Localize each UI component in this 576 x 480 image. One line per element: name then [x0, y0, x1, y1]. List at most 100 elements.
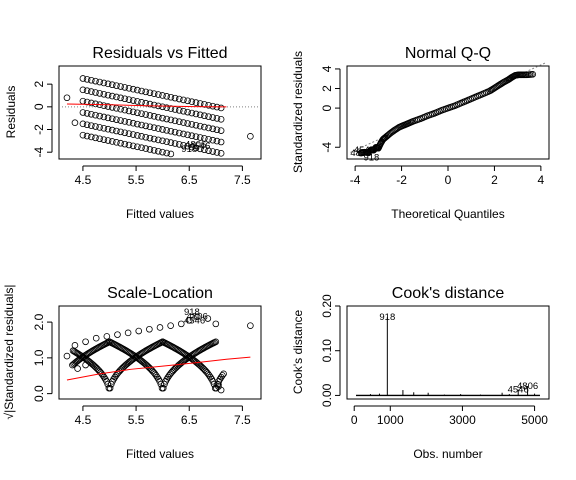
- data-point: [163, 93, 170, 100]
- data-point: [92, 363, 100, 371]
- data-point: [217, 150, 225, 157]
- data-point: [92, 334, 100, 342]
- data-point: [184, 142, 191, 150]
- data-point: [146, 112, 154, 119]
- data-point: [196, 134, 204, 141]
- data-point: [88, 133, 95, 141]
- data-point: [155, 91, 162, 98]
- data-point: [163, 138, 170, 146]
- data-point: [247, 133, 254, 140]
- data-point: [104, 137, 112, 144]
- data-point: [156, 324, 164, 331]
- data-point: [201, 123, 208, 131]
- y-tick-label: 0.20: [320, 294, 334, 318]
- data-point: [201, 135, 208, 142]
- residuals-vs-fitted-axes: 4.5 5.5 6.5 7.5 -4 -2 0 2: [32, 80, 251, 187]
- y-tick-label: -2: [32, 124, 46, 135]
- data-point: [213, 384, 220, 392]
- data-point: [184, 108, 191, 116]
- data-point: [104, 114, 112, 122]
- data-point: [198, 363, 206, 371]
- data-point: [209, 136, 217, 144]
- point-label: 4806: [350, 148, 371, 159]
- point-label: 4806: [517, 381, 538, 392]
- data-point: [118, 365, 126, 372]
- data-point: [205, 124, 212, 132]
- data-point: [83, 110, 91, 117]
- data-point: [117, 366, 125, 373]
- x-tick-label: 0: [351, 413, 358, 427]
- x-tick-label: 0: [445, 173, 452, 187]
- y-tick-label: 0.00: [320, 383, 334, 407]
- point-label: 4546: [184, 315, 205, 326]
- normal-qq-ylabel: Standardized residuals: [291, 51, 305, 173]
- data-point: [92, 111, 99, 119]
- data-point: [171, 365, 179, 372]
- data-point: [142, 133, 150, 141]
- data-point: [108, 126, 116, 134]
- data-point: [247, 322, 254, 329]
- data-point: [180, 107, 187, 115]
- y-tick-label: 4: [320, 65, 334, 72]
- data-point: [192, 110, 200, 118]
- data-point: [96, 78, 103, 86]
- data-point: [124, 329, 132, 337]
- data-point: [529, 71, 537, 78]
- residuals-vs-fitted-ylabel: Residuals: [4, 86, 18, 139]
- data-point: [150, 147, 158, 154]
- data-point: [83, 87, 91, 95]
- normal-qq-panel: Normal Q-Q Theoretical Quantiles Standar…: [291, 45, 550, 221]
- data-point: [117, 105, 124, 113]
- data-point: [113, 139, 120, 146]
- data-point: [217, 104, 225, 112]
- data-point: [108, 92, 116, 100]
- data-point: [96, 90, 103, 97]
- data-point: [150, 113, 158, 120]
- data-point: [103, 333, 111, 340]
- data-point: [180, 141, 187, 149]
- data-point: [125, 85, 133, 92]
- data-point: [175, 141, 183, 148]
- residuals-vs-fitted-panel: Residuals vs Fitted Fitted values Residu…: [4, 45, 262, 221]
- data-point: [159, 114, 166, 122]
- x-tick-label: 5.5: [128, 173, 145, 187]
- data-point: [138, 121, 145, 129]
- data-point: [90, 361, 97, 369]
- data-point: [175, 118, 183, 126]
- data-point: [209, 125, 217, 133]
- data-point: [209, 102, 217, 110]
- data-point: [213, 115, 221, 122]
- data-point: [151, 370, 159, 378]
- data-point: [188, 143, 196, 151]
- data-point: [113, 82, 120, 89]
- data-point: [146, 146, 154, 153]
- data-point: [135, 327, 143, 335]
- data-point: [129, 142, 137, 150]
- data-point: [217, 373, 225, 381]
- data-point: [196, 145, 204, 153]
- data-point: [201, 101, 208, 108]
- data-point: [192, 144, 200, 152]
- data-point: [125, 119, 133, 126]
- data-point: [138, 144, 145, 151]
- data-point: [106, 384, 114, 392]
- scale-location-title: Scale-Location: [107, 285, 213, 302]
- data-point: [163, 127, 170, 134]
- data-point: [167, 105, 175, 112]
- data-point: [150, 124, 158, 131]
- point-label: 4546: [354, 145, 375, 156]
- data-point: [92, 89, 99, 96]
- y-tick-label: 2: [32, 80, 46, 87]
- data-point: [213, 137, 221, 145]
- data-point: [92, 134, 99, 142]
- data-point: [114, 331, 121, 338]
- data-point: [117, 83, 124, 90]
- data-point: [91, 362, 98, 370]
- scale-location-plot-frame: [58, 305, 262, 400]
- x-tick-label: 6.5: [181, 173, 198, 187]
- data-point: [146, 123, 154, 131]
- data-point: [111, 373, 119, 381]
- data-point: [196, 122, 204, 130]
